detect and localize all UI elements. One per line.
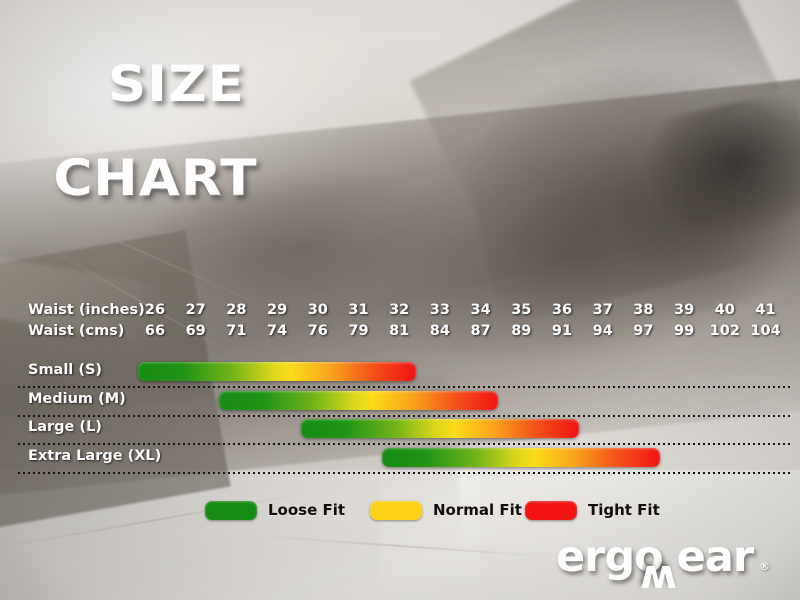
legend-swatch <box>525 500 577 520</box>
waist-cms-value: 104 <box>750 323 781 339</box>
legend-label: Normal Fit <box>433 501 522 519</box>
waist-inches-value: 33 <box>429 302 450 318</box>
fit-range-bar <box>219 390 498 410</box>
waist-inches-value: 29 <box>267 302 288 318</box>
title-line-1: SIZE <box>108 55 245 113</box>
registered-trademark-icon: ® <box>759 560 770 573</box>
size-row: Extra Large (XL) <box>0 447 800 478</box>
waist-inches-value: 30 <box>307 302 328 318</box>
legend-label: Tight Fit <box>588 501 660 519</box>
waist-cms-value: 76 <box>307 323 328 339</box>
size-row: Small (S) <box>0 362 800 392</box>
row-separator <box>18 471 790 474</box>
waist-inches-value: 27 <box>185 302 206 318</box>
waist-cms-label: Waist (cms) <box>28 323 125 339</box>
page-title: SIZE CHART <box>30 14 257 296</box>
row-separator <box>18 443 790 445</box>
waist-cms-value: 97 <box>633 323 654 339</box>
size-row-label: Large (L) <box>28 419 102 435</box>
legend-swatch <box>205 500 257 520</box>
waist-cms-value: 79 <box>348 323 369 339</box>
ergowear-logo: ergo ear w ® <box>556 532 786 600</box>
logo-wordmark: ergo ear <box>556 532 754 582</box>
waist-inches-value: 39 <box>674 302 695 318</box>
legend-swatch <box>370 500 422 520</box>
waist-inches-value: 38 <box>633 302 654 318</box>
waist-cms-value: 74 <box>267 323 288 339</box>
bedsheet-highlight-bottom-right <box>380 470 800 600</box>
size-row-label: Extra Large (XL) <box>28 447 162 464</box>
waist-cms-value: 99 <box>674 323 695 339</box>
waist-inches-value: 31 <box>348 302 369 318</box>
waist-inches-value: 41 <box>755 302 776 318</box>
waist-cms-value: 81 <box>389 323 410 339</box>
waist-cms-value: 94 <box>592 323 613 339</box>
waist-inches-value: 34 <box>470 302 491 318</box>
waist-cms-value: 66 <box>144 323 166 339</box>
waist-inches-row: Waist (inches) 26 27 28 29 30 31 32 33 34 35 36 37 3… <box>0 302 800 320</box>
fit-range-bar <box>138 362 417 381</box>
legend-item: Loose Fit <box>205 498 345 522</box>
waist-inches-label: Waist (inches) <box>28 302 145 318</box>
fit-range-bar <box>300 419 579 438</box>
waist-inches-value: 36 <box>551 302 573 318</box>
fit-range-bar <box>382 447 661 467</box>
size-row-label: Small (S) <box>28 362 103 378</box>
size-row: Medium (M) <box>0 390 800 421</box>
waist-cms-value: 87 <box>470 323 491 339</box>
waist-cms-value: 91 <box>551 323 573 339</box>
waist-cms-value: 84 <box>429 323 450 339</box>
waist-inches-value: 35 <box>511 302 532 318</box>
waist-cms-value: 89 <box>511 323 532 339</box>
waist-inches-value: 37 <box>592 302 613 318</box>
waist-cms-value: 71 <box>226 323 247 339</box>
waist-inches-value: 40 <box>714 302 735 318</box>
waist-inches-value: 32 <box>389 302 410 318</box>
logo-overlay-w: w <box>640 556 677 600</box>
row-separator <box>18 414 790 417</box>
fit-legend: Loose Fit Normal Fit Tight Fit <box>0 498 800 522</box>
size-row-label: Medium (M) <box>28 390 126 407</box>
title-line-2: CHART <box>53 149 258 207</box>
legend-item: Tight Fit <box>525 498 660 522</box>
row-separator <box>18 386 790 388</box>
waist-cms-value: 102 <box>709 323 740 339</box>
legend-label: Loose Fit <box>268 501 346 519</box>
legend-item: Normal Fit <box>370 498 522 522</box>
waist-cms-value: 69 <box>185 323 206 339</box>
waist-cms-row: Waist (cms) 66 69 71 74 76 79 81 84 87 89 91 94 97 99… <box>0 323 800 341</box>
size-row: Large (L) <box>0 419 800 449</box>
waist-inches-value: 26 <box>144 302 166 318</box>
waist-inches-value: 28 <box>226 302 247 318</box>
